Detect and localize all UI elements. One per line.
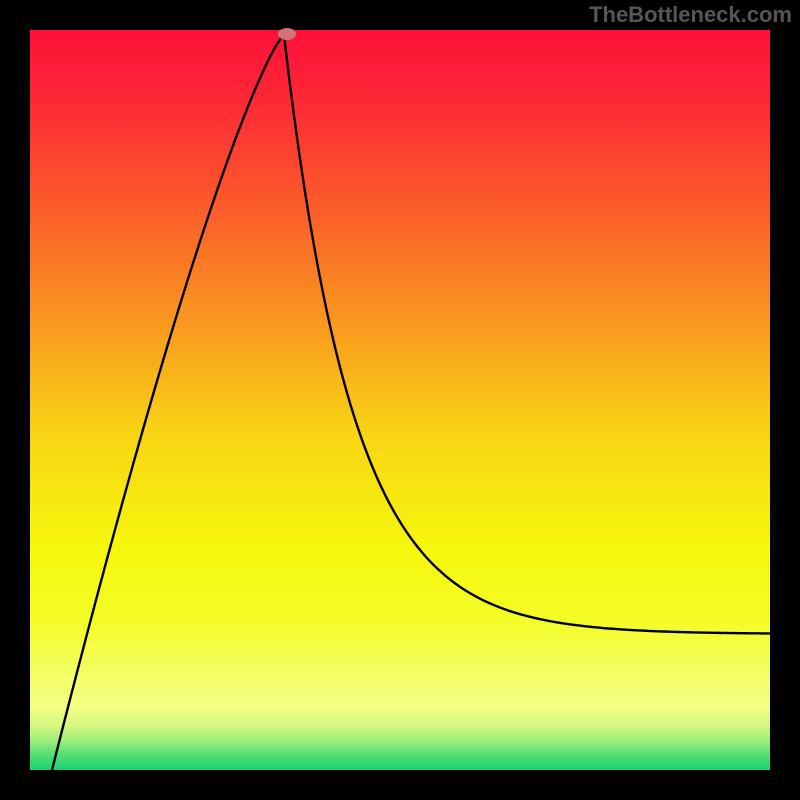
watermark-text: TheBottleneck.com	[589, 2, 792, 28]
chart-container: TheBottleneck.com	[0, 0, 800, 800]
bottleneck-chart	[0, 0, 800, 800]
